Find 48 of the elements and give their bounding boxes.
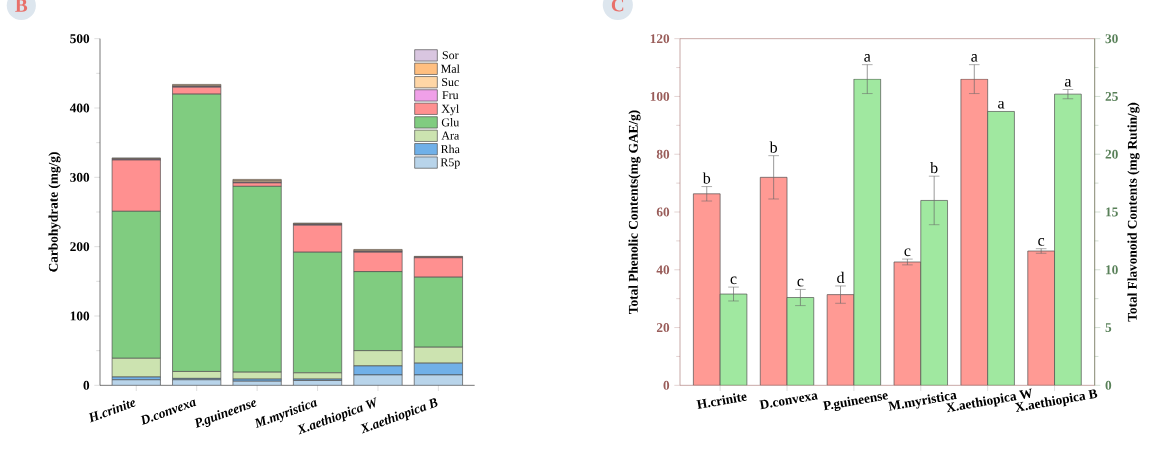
y2-tick-label: 0 [1105, 380, 1112, 390]
annotation: b [930, 162, 938, 174]
annotation: a [864, 54, 871, 62]
y2-tick-label: 5 [1105, 323, 1112, 332]
y-tick-label: 300 [70, 172, 90, 182]
annotation: b [769, 141, 778, 153]
y-tick-label: 80 [656, 149, 670, 159]
annotation: b [702, 172, 711, 184]
y-tick-label: 400 [69, 103, 90, 113]
legend-label: Xyl [441, 104, 460, 116]
chart-title: B [15, 0, 28, 12]
y-tick-label: 0 [83, 380, 90, 390]
y2-tick-label: 25 [1105, 91, 1118, 101]
y2-tick-label: 30 [1105, 34, 1118, 44]
y2-axis-title: Total Flavonoid Contents (mg Rutin/g) [1127, 102, 1140, 322]
y-tick-label: 20 [656, 323, 670, 333]
y-tick-label: 120 [650, 34, 670, 44]
legend-label: Suc [442, 78, 459, 87]
annotation: c [730, 276, 737, 285]
y-tick-label: 60 [656, 207, 670, 217]
annotation: a [1064, 78, 1072, 87]
annotation: a [998, 100, 1005, 109]
y-tick-label: 100 [650, 91, 670, 101]
y-tick-label: 0 [663, 380, 670, 390]
legend-label: Mal [441, 64, 460, 73]
y-tick-label: 500 [70, 34, 90, 44]
legend-label: Fru [442, 91, 459, 100]
x-tick-label: P.guineense [822, 393, 889, 412]
legend-label: Sor [442, 51, 459, 60]
y-tick-label: 100 [70, 311, 90, 321]
annotation: c [904, 248, 911, 257]
y-axis-title: Carbohydrate (mg/g) [48, 152, 61, 272]
legend-label: Ara [441, 131, 460, 140]
x-tick-label: D.convexa [759, 393, 819, 410]
legend-label: R5p [440, 158, 460, 169]
y2-tick-label: 10 [1106, 265, 1118, 275]
annotation: a [971, 54, 978, 62]
x-tick-label: H.crinite [696, 393, 747, 410]
legend-label: Glu [441, 118, 460, 127]
y2-tick-label: 20 [1105, 149, 1118, 159]
y-axis-title: Total Phenolic Contents(mg GAE/g) [628, 110, 641, 314]
annotation: c [1038, 238, 1045, 246]
y-tick-label: 40 [656, 265, 670, 275]
annotation: c [797, 278, 804, 287]
annotation: d [837, 271, 845, 284]
legend-label: Rha [441, 144, 460, 154]
y2-tick-label: 15 [1106, 207, 1118, 217]
y-tick-label: 200 [70, 242, 90, 252]
